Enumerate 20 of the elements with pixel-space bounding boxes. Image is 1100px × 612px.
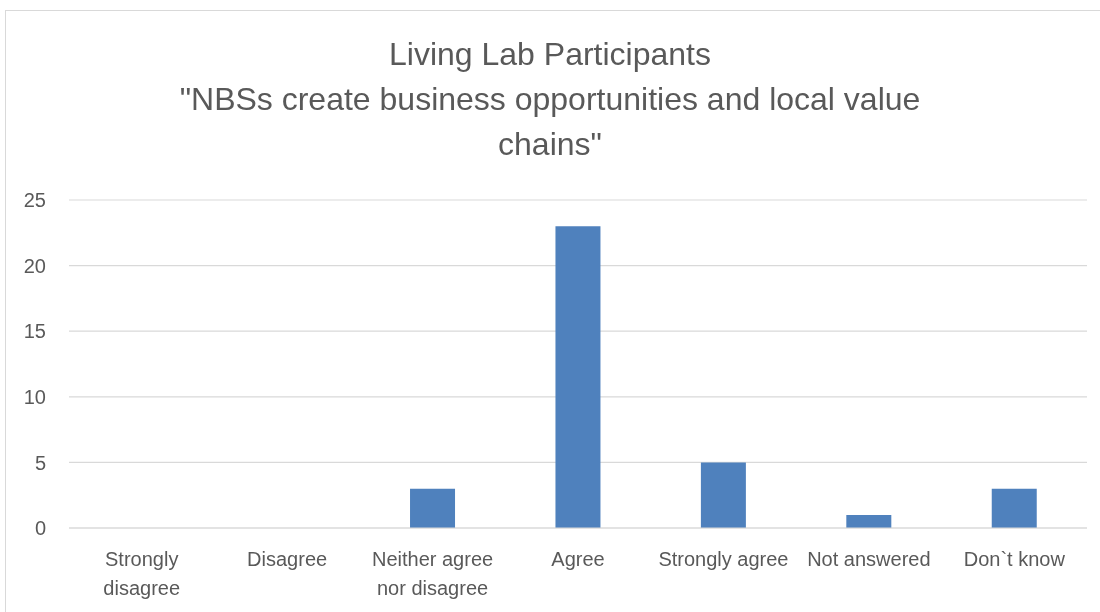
bar — [410, 488, 456, 528]
y-tick-label: 20 — [23, 254, 46, 277]
bar — [555, 226, 601, 528]
bar — [846, 514, 892, 528]
y-tick-label: 15 — [23, 320, 46, 343]
y-tick-label: 10 — [23, 385, 46, 408]
x-tick-label: Agree — [551, 548, 605, 571]
y-tick-label: 0 — [34, 517, 46, 540]
bar — [700, 462, 746, 528]
y-tick-label: 5 — [34, 451, 46, 474]
y-tick-label: 25 — [23, 189, 46, 212]
chart-subtitle: "NBSs create business opportunities and local value chains" — [178, 80, 922, 164]
x-tick-label: Strongly agree — [658, 548, 789, 571]
x-tick-label: Don`t know — [963, 548, 1066, 571]
x-tick-label: Not answered — [807, 548, 931, 571]
x-tick-label: Strongly disagree — [103, 548, 181, 600]
chart-title: Living Lab Participants — [389, 35, 711, 74]
x-tick-label: Disagree — [247, 548, 328, 571]
x-tick-label: Neither agree nor disagree — [371, 548, 494, 600]
bar — [991, 488, 1037, 528]
